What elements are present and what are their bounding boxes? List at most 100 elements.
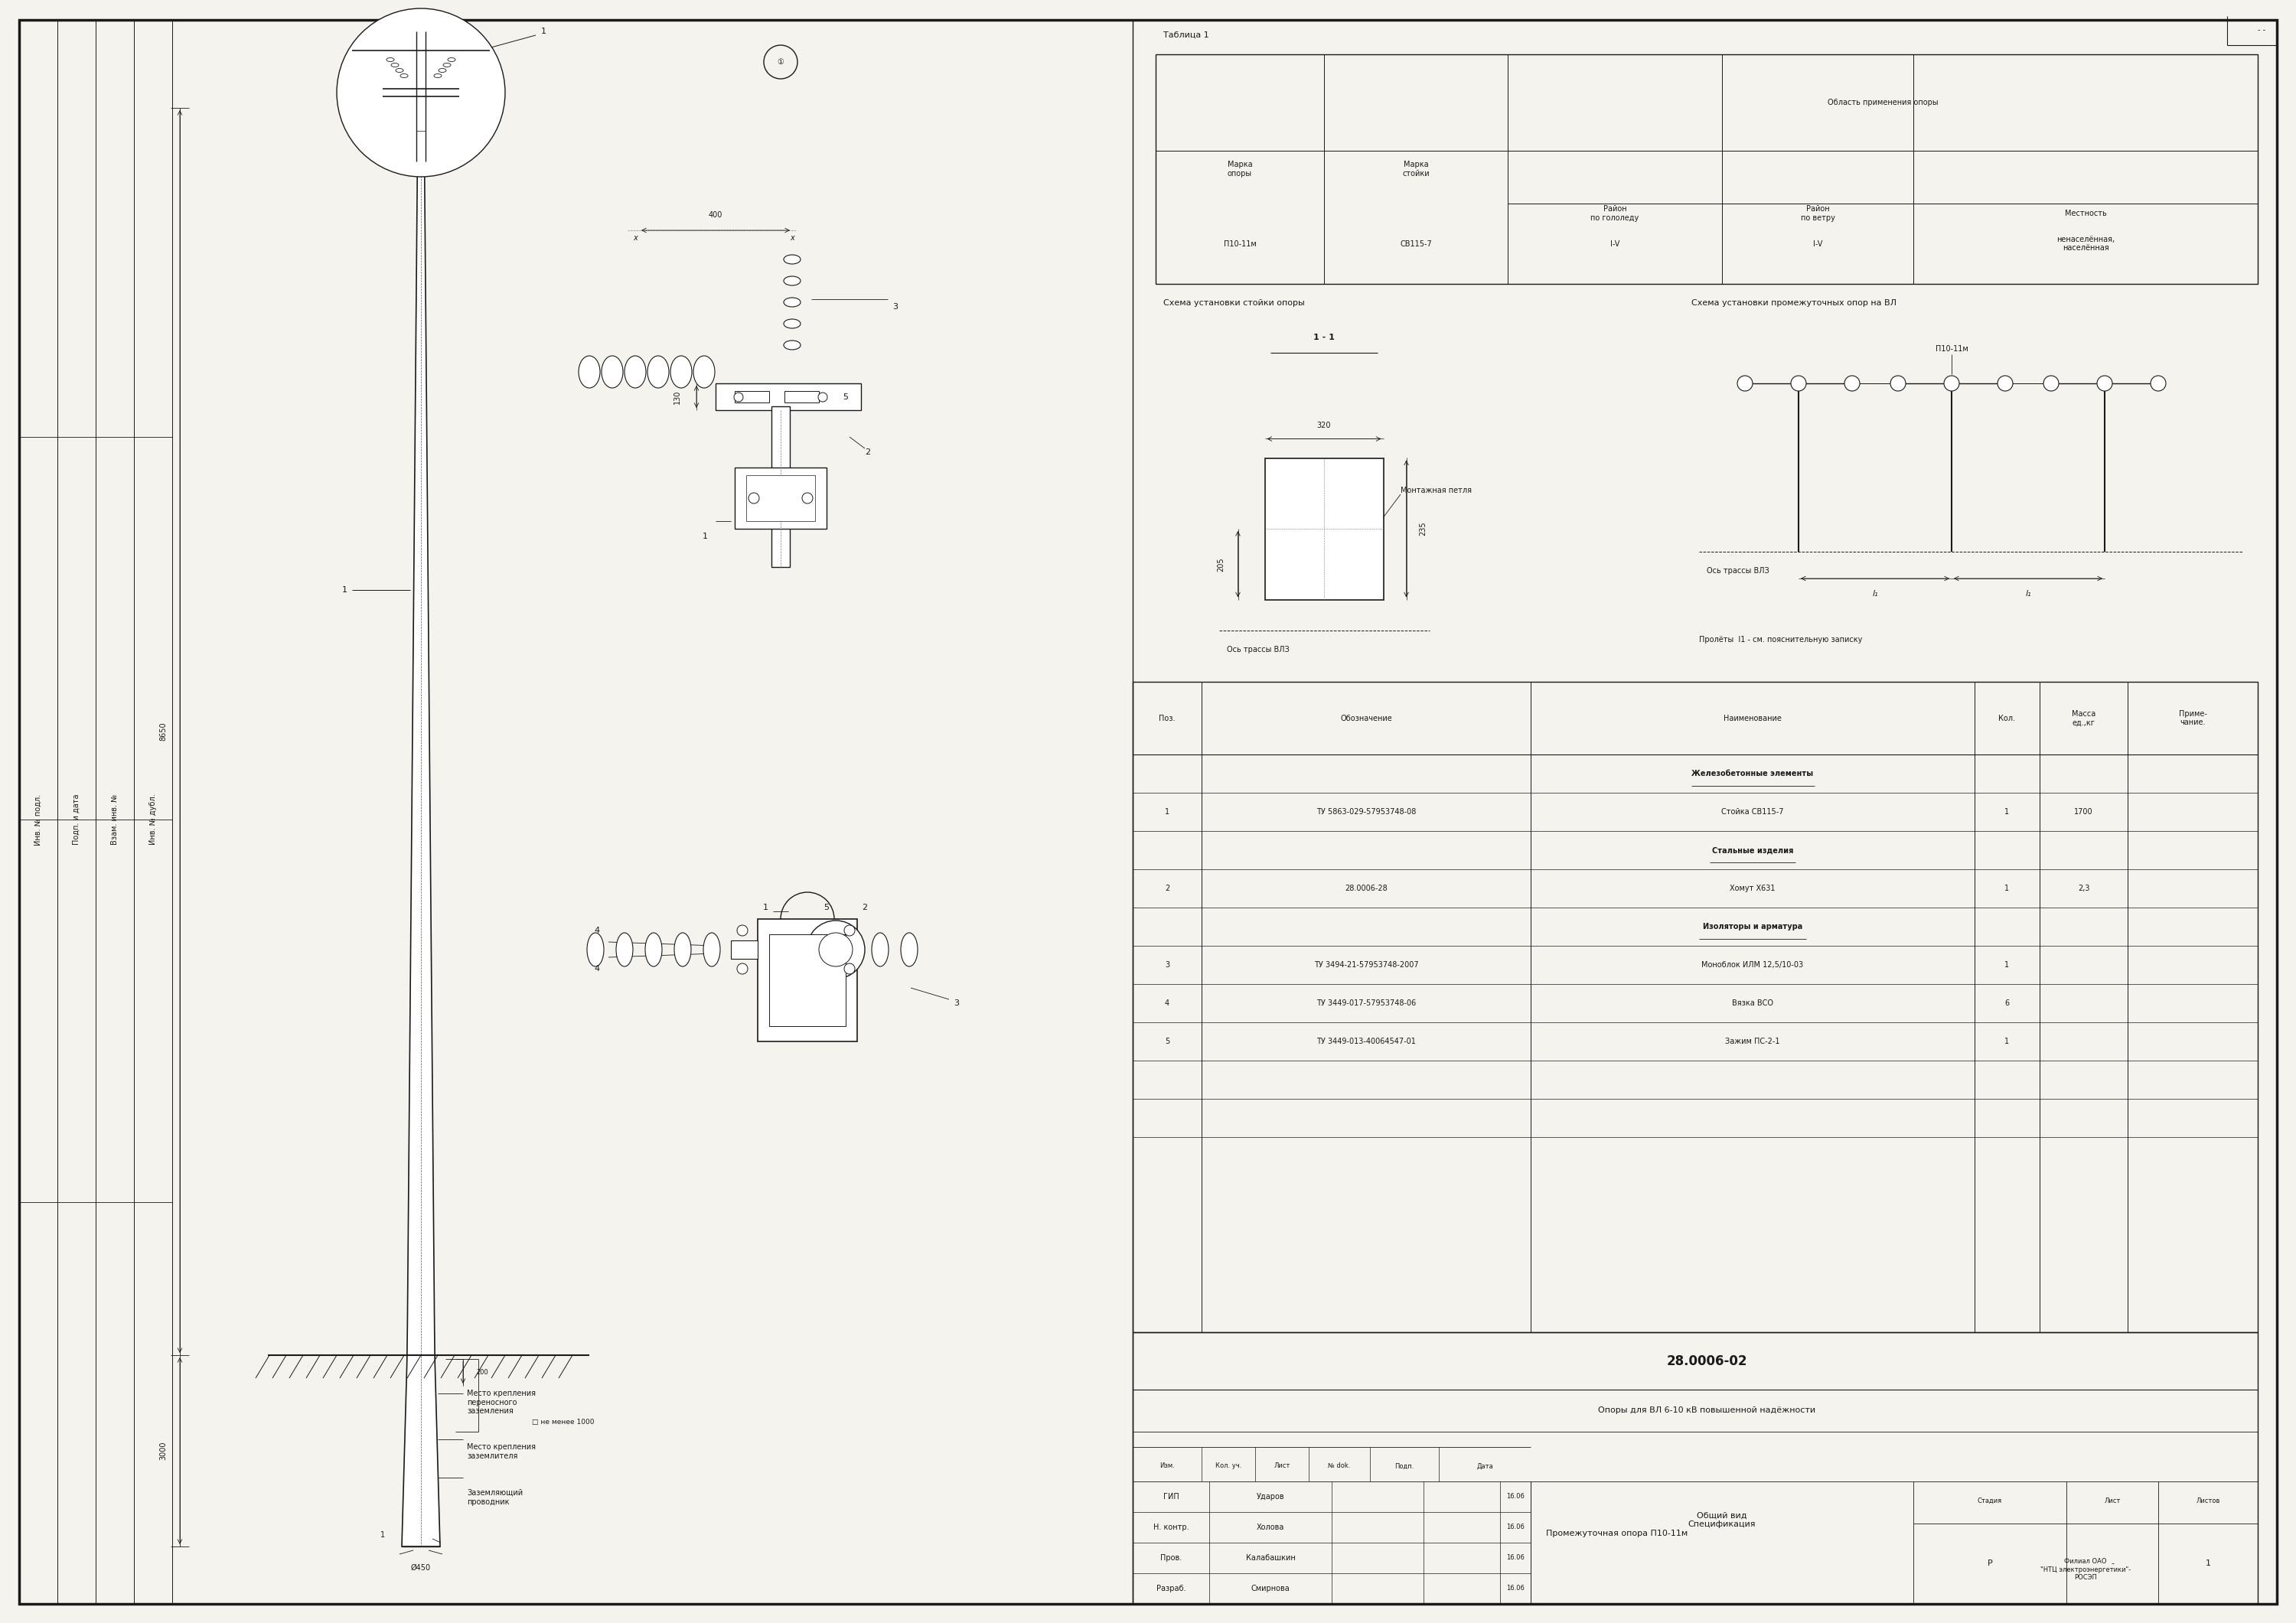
Ellipse shape [439, 68, 445, 73]
Text: П10-11м: П10-11м [1224, 240, 1256, 248]
Text: Опоры для ВЛ 6-10 кВ повышенной надёжности: Опоры для ВЛ 6-10 кВ повышенной надёжнос… [1598, 1407, 1816, 1415]
Text: 1: 1 [381, 1530, 386, 1539]
Text: Листов: Листов [2195, 1496, 2220, 1505]
Text: I-V: I-V [1609, 240, 1619, 248]
Text: Марка
стойки: Марка стойки [1403, 161, 1430, 177]
Ellipse shape [443, 63, 450, 67]
Ellipse shape [400, 73, 409, 78]
Text: Общий вид
Спецификация: Общий вид Спецификация [1688, 1511, 1756, 1527]
Text: Марка
опоры: Марка опоры [1228, 161, 1251, 177]
Text: 1: 1 [2204, 1560, 2211, 1568]
Text: 1 - 1: 1 - 1 [1313, 334, 1334, 341]
Text: Железобетонные элементы: Железобетонные элементы [1692, 769, 1814, 777]
Text: 28.0006-02: 28.0006-02 [1667, 1354, 1747, 1368]
Ellipse shape [579, 355, 599, 388]
Text: Ø450: Ø450 [411, 1565, 432, 1571]
Text: Стальные изделия: Стальные изделия [1713, 846, 1793, 854]
Ellipse shape [588, 933, 604, 966]
Bar [1132, 682, 2257, 1332]
Bar [716, 383, 861, 411]
Text: 8650: 8650 [158, 722, 168, 742]
Circle shape [806, 920, 866, 979]
Text: 3: 3 [893, 304, 898, 310]
Text: 1: 1 [762, 904, 767, 912]
Text: Кол.: Кол. [1998, 714, 2016, 722]
Ellipse shape [625, 355, 645, 388]
Text: 5: 5 [843, 393, 850, 401]
Text: Место крепления
заземлителя: Место крепления заземлителя [466, 1443, 535, 1459]
Text: ГИП: ГИП [1164, 1493, 1178, 1501]
Text: Обозначение: Обозначение [1341, 714, 1391, 722]
Bar [1155, 54, 2257, 284]
Text: Пров.: Пров. [1159, 1555, 1182, 1561]
Bar [769, 935, 845, 1026]
Ellipse shape [434, 73, 441, 78]
Text: 2: 2 [1164, 885, 1169, 893]
Text: 1700: 1700 [2073, 808, 2094, 816]
Ellipse shape [783, 276, 801, 286]
Text: 200: 200 [475, 1368, 489, 1375]
Ellipse shape [872, 933, 889, 966]
Text: Разраб.: Разраб. [1157, 1584, 1185, 1592]
Circle shape [2096, 375, 2112, 391]
Bar [1265, 458, 1384, 599]
Ellipse shape [395, 68, 404, 73]
Text: Масса
ед.,кг: Масса ед.,кг [2071, 709, 2096, 727]
Text: Инв. № подл.: Инв. № подл. [34, 794, 41, 846]
Text: Монтажная петля: Монтажная петля [1401, 487, 1472, 495]
Text: Ось трассы ВЛЗ: Ось трассы ВЛЗ [1706, 566, 1770, 575]
Ellipse shape [670, 355, 691, 388]
Ellipse shape [783, 255, 801, 265]
Circle shape [737, 964, 748, 974]
Text: 2: 2 [861, 904, 868, 912]
Text: Таблица 1: Таблица 1 [1164, 31, 1210, 39]
Text: ненаселённая,
населённая: ненаселённая, населённая [2057, 235, 2115, 252]
Text: Местность: Местность [2064, 209, 2105, 217]
Text: - -: - - [2257, 26, 2266, 34]
Circle shape [1844, 375, 1860, 391]
Ellipse shape [390, 63, 400, 67]
Text: Область применения опоры: Область применения опоры [1828, 99, 1938, 107]
Text: Ось трассы ВЛЗ: Ось трассы ВЛЗ [1226, 646, 1288, 652]
Text: Место крепления
переносного
заземления: Место крепления переносного заземления [466, 1389, 535, 1415]
Text: I-V: I-V [1814, 240, 1823, 248]
Text: Изм.: Изм. [1159, 1462, 1176, 1469]
Circle shape [748, 493, 760, 503]
Text: Стадия: Стадия [1977, 1496, 2002, 1505]
Ellipse shape [647, 355, 668, 388]
Text: Промежуточная опора П10-11м: Промежуточная опора П10-11м [1545, 1529, 1688, 1537]
Text: 16.06: 16.06 [1506, 1586, 1525, 1592]
Text: 205: 205 [1217, 557, 1226, 571]
Ellipse shape [675, 933, 691, 966]
Text: Стойка СВ115-7: Стойка СВ115-7 [1722, 808, 1784, 816]
Circle shape [338, 8, 505, 177]
Ellipse shape [602, 355, 622, 388]
Circle shape [1998, 375, 2014, 391]
Text: Район
по гололеду: Район по гололеду [1591, 204, 1639, 222]
Text: 2,3: 2,3 [2078, 885, 2089, 893]
Ellipse shape [386, 58, 395, 62]
Text: 1: 1 [703, 532, 707, 540]
Bar [735, 467, 827, 529]
Circle shape [1945, 375, 1958, 391]
Text: 1: 1 [2004, 808, 2009, 816]
Text: ①: ① [778, 58, 783, 67]
Text: □ не менее 1000: □ не менее 1000 [533, 1419, 595, 1427]
Text: 235: 235 [1419, 521, 1428, 536]
Text: l₁: l₁ [2025, 591, 2032, 597]
Circle shape [820, 933, 852, 966]
Ellipse shape [783, 320, 801, 328]
Text: ТУ 3449-017-57953748-06: ТУ 3449-017-57953748-06 [1316, 1000, 1417, 1006]
Text: 1: 1 [2004, 1037, 2009, 1045]
Text: 3: 3 [955, 1000, 960, 1006]
Bar [785, 391, 820, 403]
Text: Схема установки стойки опоры: Схема установки стойки опоры [1164, 299, 1304, 307]
Text: 6: 6 [2004, 1000, 2009, 1006]
Text: -: - [2110, 1560, 2115, 1568]
Text: Взам. инв. №: Взам. инв. № [110, 794, 119, 846]
Text: 320: 320 [1318, 422, 1332, 430]
Circle shape [2151, 375, 2165, 391]
Text: 16.06: 16.06 [1506, 1524, 1525, 1530]
Text: 4: 4 [1164, 1000, 1169, 1006]
Ellipse shape [703, 933, 721, 966]
